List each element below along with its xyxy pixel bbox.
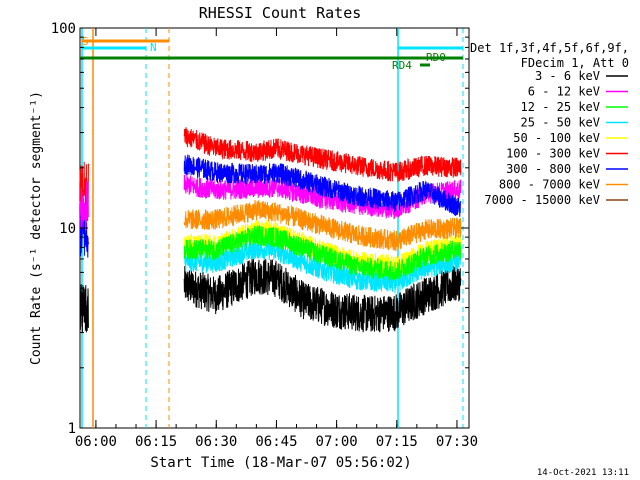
x-tick-label: 06:00 (75, 434, 117, 450)
chart-title: RHESSI Count Rates (199, 4, 362, 22)
legend-label: 25 - 50 keV (521, 116, 600, 130)
series-line (183, 238, 462, 294)
early-segment (79, 284, 89, 333)
tick-layer: 06:00 06:15 06:30 06:45 07:00 07:15 07:30 1 10 10… (51, 21, 478, 450)
series-layer (79, 127, 462, 333)
legend-label: 6 - 12 keV (528, 85, 600, 99)
x-tick-label: 06:45 (255, 434, 297, 450)
annotation-lines (80, 28, 464, 428)
legend-label: 12 - 25 keV (521, 100, 600, 114)
x-tick-label: 07:00 (316, 434, 358, 450)
legend-header-line2: FDecim 1, Att 0 (521, 56, 629, 70)
series-line (183, 258, 462, 333)
legend-label: 100 - 300 keV (506, 147, 600, 161)
x-tick-label: 06:30 (195, 434, 237, 450)
annotation-rd0: RD0 (426, 51, 446, 64)
legend-label: 50 - 100 keV (513, 131, 600, 145)
series-line (183, 225, 462, 281)
x-tick-label: 07:15 (376, 434, 418, 450)
annotation-n: N (150, 41, 157, 54)
y-tick-label: 10 (59, 221, 76, 237)
legend-header-line1: Det 1f,3f,4f,5f,6f,9f, (470, 41, 629, 55)
x-tick-label: 07:30 (436, 434, 478, 450)
series-line (183, 127, 462, 183)
annotation-s: S (82, 35, 89, 48)
legend-label: 300 - 800 keV (506, 162, 600, 176)
footer-date: 14-Oct-2021 13:11 (537, 468, 629, 478)
y-axis-label: Count Rate (s⁻¹ detector segment⁻¹) (29, 91, 44, 365)
early-segment (79, 181, 89, 231)
x-axis-label: Start Time (18-Mar-07 05:56:02) (150, 455, 411, 471)
series-line (183, 154, 462, 217)
series-line (183, 199, 462, 252)
legend-label: 800 - 7000 keV (499, 178, 600, 192)
annotation-rd4: RD4 (392, 59, 412, 72)
x-tick-label: 06:15 (135, 434, 177, 450)
legend-label: 7000 - 15000 keV (484, 193, 600, 207)
y-tick-label: 100 (51, 21, 76, 37)
y-tick-label: 1 (68, 421, 76, 437)
legend-label: 3 - 6 keV (535, 69, 600, 83)
